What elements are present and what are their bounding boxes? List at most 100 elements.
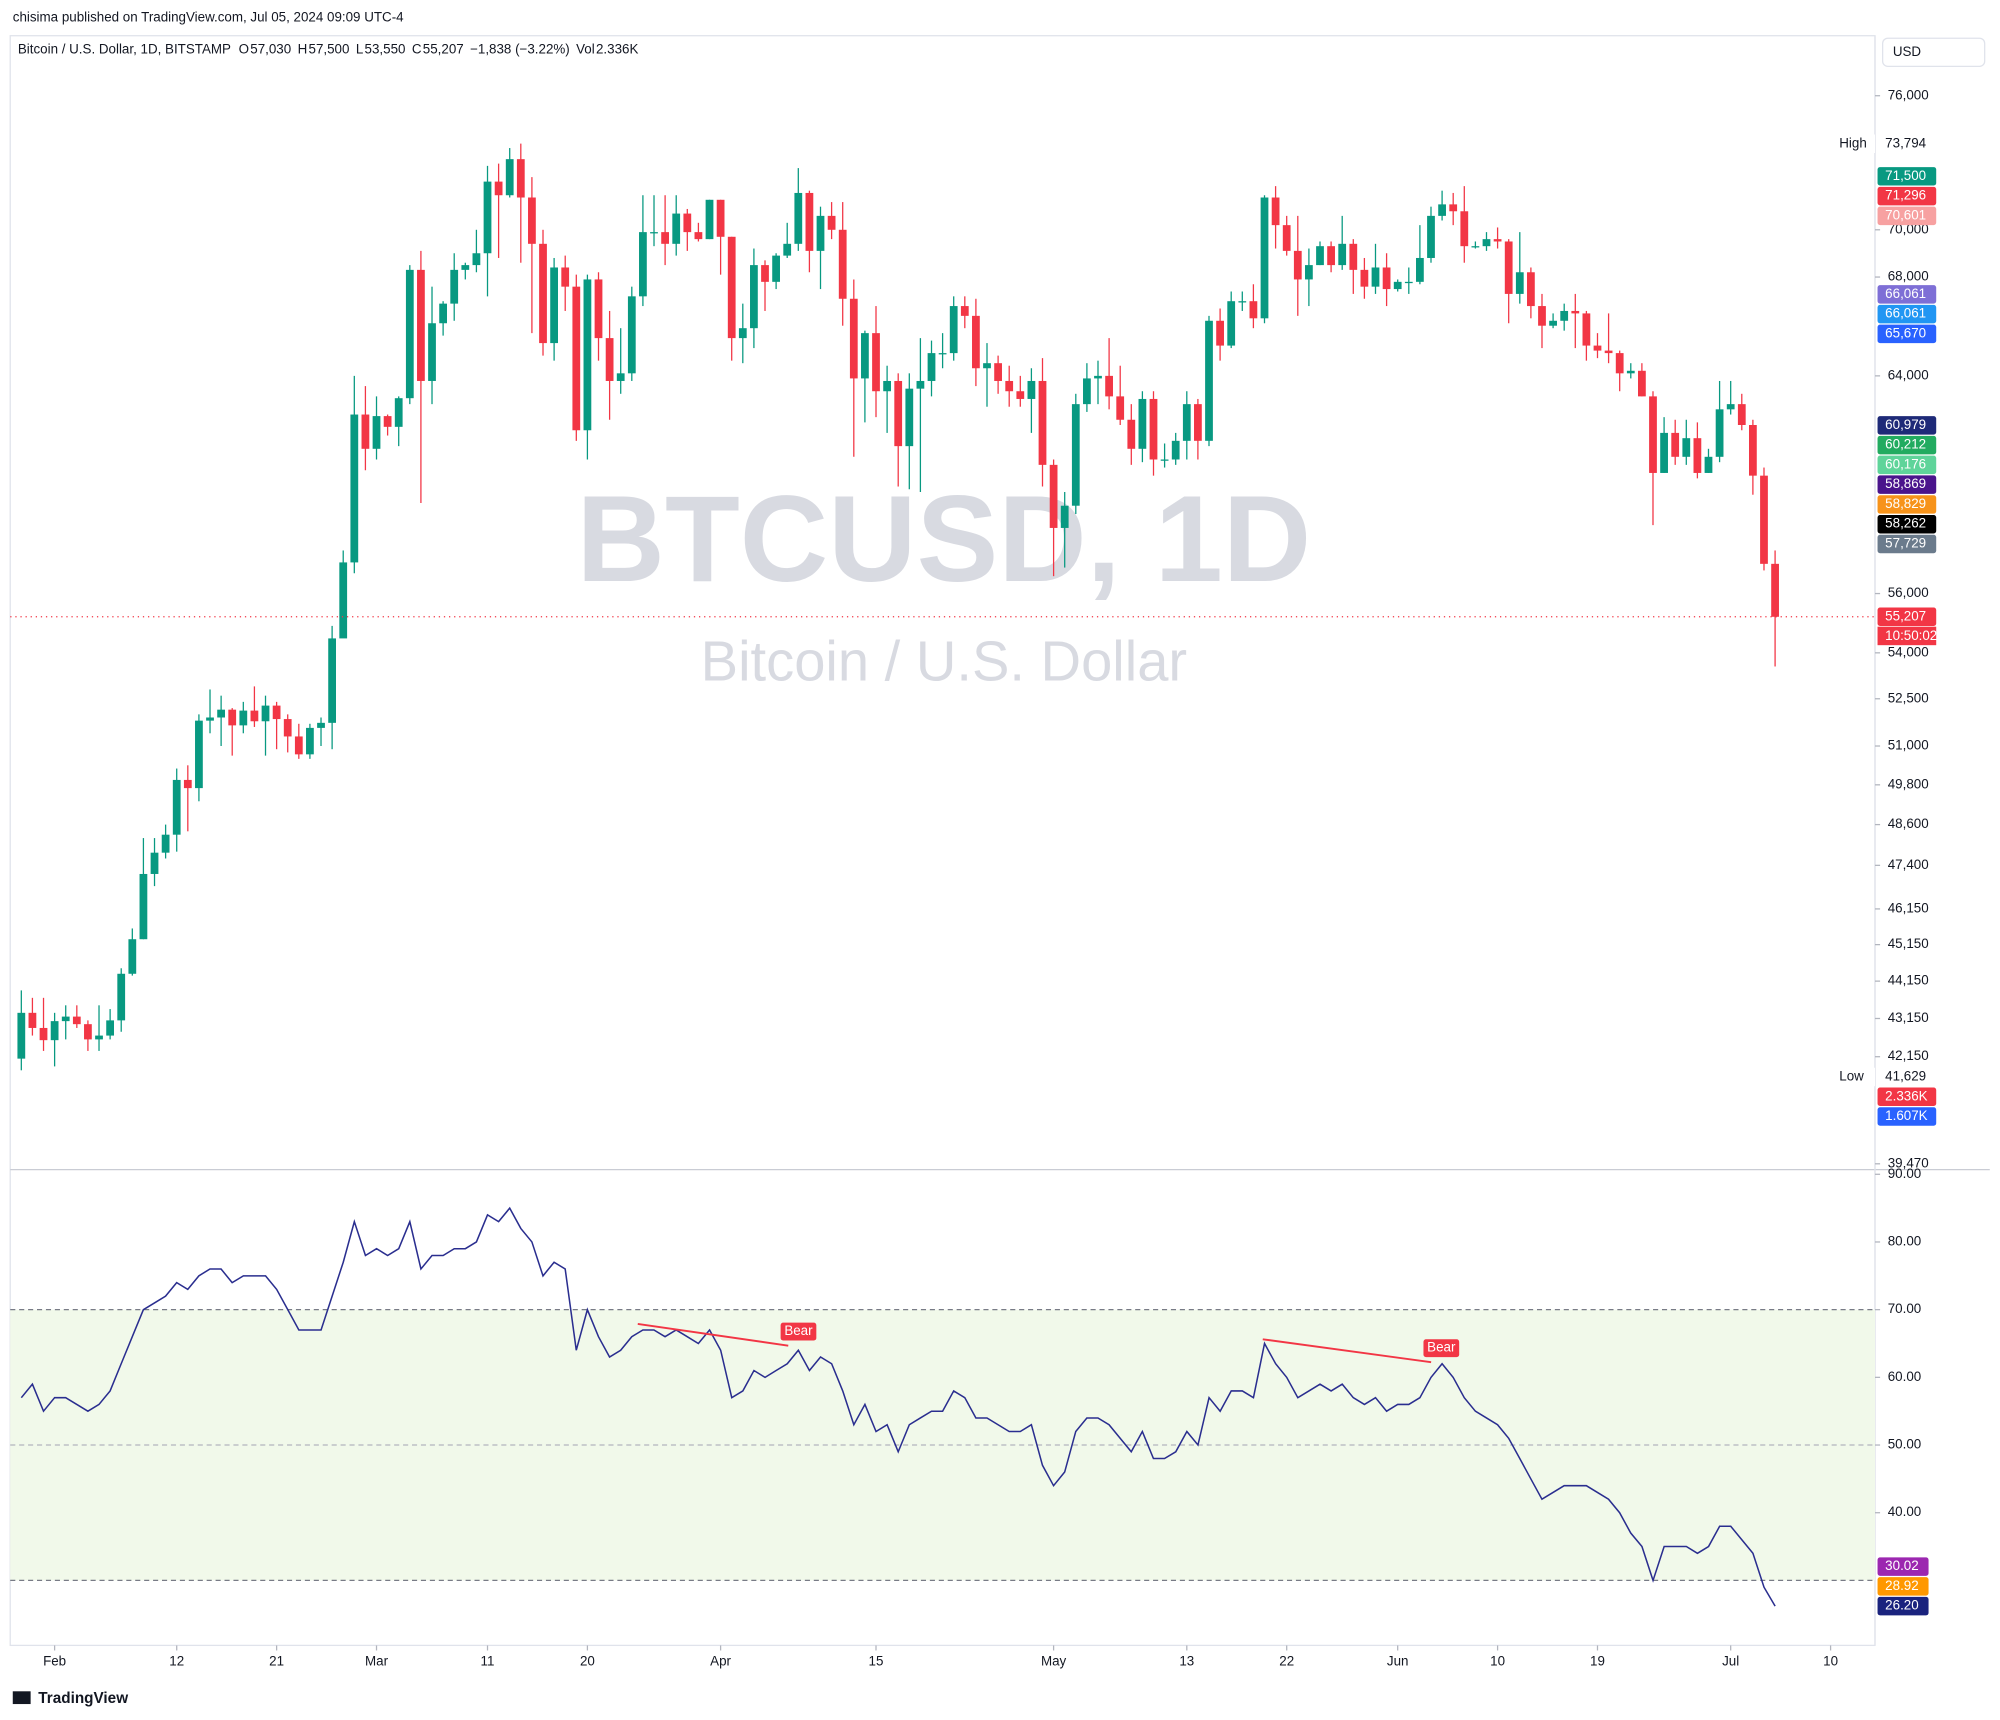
candle-body — [294, 736, 303, 755]
candle-body — [1271, 197, 1280, 226]
rsi-tick-label: 80.00 — [1888, 1234, 1921, 1249]
candle-body — [1127, 419, 1136, 449]
x-tick-label: Mar — [365, 1653, 389, 1668]
volume-badge — [1877, 1087, 1937, 1107]
y-tick-label: 64,000 — [1888, 367, 1929, 382]
candle-body — [1327, 246, 1335, 266]
price-badge-label: 41,629 — [1885, 1069, 1926, 1084]
candle-body — [516, 159, 525, 198]
candle-body — [472, 253, 481, 266]
candle-body — [927, 353, 936, 381]
annotation-box — [1423, 1339, 1460, 1358]
candle-body — [539, 243, 547, 344]
price-badge — [1877, 167, 1937, 186]
candle-body — [1105, 375, 1113, 397]
candle-body — [1216, 320, 1224, 346]
x-tick-label: 13 — [1179, 1653, 1194, 1668]
candle-body — [17, 1012, 26, 1059]
rsi-badge — [1877, 1577, 1929, 1596]
candle-body — [1593, 345, 1602, 351]
volume-badge — [1877, 1107, 1937, 1126]
candle-body — [949, 306, 958, 354]
candle-body — [1360, 269, 1369, 287]
candle-body — [983, 363, 991, 369]
x-tick-label: May — [1041, 1653, 1067, 1668]
candle-body — [1571, 310, 1580, 314]
divergence-line — [1262, 1338, 1432, 1364]
price-badge — [1877, 285, 1937, 304]
x-tick-label: 22 — [1279, 1653, 1294, 1668]
price-badge — [1877, 534, 1937, 554]
divergence-line — [637, 1323, 789, 1347]
y-tick-label: 47,400 — [1888, 857, 1929, 872]
legend-item: L — [356, 41, 363, 56]
candle-body — [1582, 313, 1591, 346]
rsi-tick-label: 50.00 — [1888, 1437, 1921, 1452]
candle-body — [1560, 310, 1569, 321]
candle-body — [1160, 459, 1169, 461]
candle-body — [439, 303, 447, 324]
price-badge — [1877, 186, 1937, 206]
candle-body — [1094, 375, 1102, 379]
candle-body — [84, 1024, 92, 1040]
y-tick-label: 48,600 — [1888, 816, 1929, 831]
candle-body — [1771, 563, 1779, 617]
candle-body — [1449, 204, 1458, 212]
candle-body — [783, 243, 792, 256]
candle-body — [1371, 267, 1380, 287]
currency-button[interactable] — [1882, 37, 1986, 67]
price-badge — [1877, 206, 1937, 226]
candle-body — [483, 181, 492, 254]
candle-body — [1171, 440, 1180, 460]
candle-body — [1604, 350, 1613, 354]
candle-body — [1293, 250, 1302, 280]
candle-body — [461, 265, 470, 270]
candle-body — [450, 269, 459, 304]
candle-body — [960, 306, 969, 316]
candle-body — [1660, 432, 1668, 473]
legend-item: 55,207 — [423, 41, 464, 56]
candle-body — [1016, 391, 1025, 399]
candle-body — [1693, 438, 1702, 473]
x-tick-label: Feb — [43, 1653, 66, 1668]
rsi-tick-label: 90.00 — [1888, 1166, 1921, 1181]
price-badge-label: 65,670 — [1885, 325, 1926, 340]
candle-body — [616, 373, 625, 381]
price-badge-label: 71,296 — [1885, 188, 1926, 203]
candle-body — [361, 414, 370, 449]
badge-name: High — [1839, 135, 1867, 150]
candle-body — [894, 380, 903, 447]
candle-body — [938, 353, 947, 355]
candle-body — [1227, 301, 1236, 346]
y-tick-label: 39,470 — [1888, 1155, 1929, 1170]
currency-label[interactable]: USD — [1893, 44, 1922, 59]
candle-body — [428, 323, 436, 381]
candle-body — [1615, 353, 1624, 374]
candle-body — [1194, 404, 1202, 441]
x-tick-label: 10 — [1490, 1653, 1505, 1668]
candle-body — [383, 416, 392, 427]
candle-body — [1060, 505, 1069, 528]
badge-name-box — [1834, 1067, 1875, 1087]
candle-body — [972, 315, 980, 369]
y-tick-label: 45,150 — [1888, 936, 1929, 951]
candle-body — [1393, 281, 1402, 290]
candle-body — [838, 229, 847, 299]
legend-item: 53,550 — [365, 41, 406, 56]
candle-body — [317, 722, 325, 728]
candle-body — [1205, 320, 1213, 441]
candle-body — [117, 973, 126, 1021]
candle-body — [572, 286, 581, 431]
candle-body — [716, 199, 725, 237]
candle-body — [1027, 380, 1036, 399]
candle-body — [1416, 257, 1424, 282]
y-tick-label: 68,000 — [1888, 269, 1929, 284]
candle-body — [394, 398, 403, 427]
legend-item: O — [239, 41, 249, 56]
candle-body — [594, 279, 603, 339]
candle-body — [1726, 404, 1735, 410]
candle-body — [916, 380, 925, 389]
candle-body — [39, 1027, 48, 1041]
candle-body — [1504, 241, 1513, 294]
